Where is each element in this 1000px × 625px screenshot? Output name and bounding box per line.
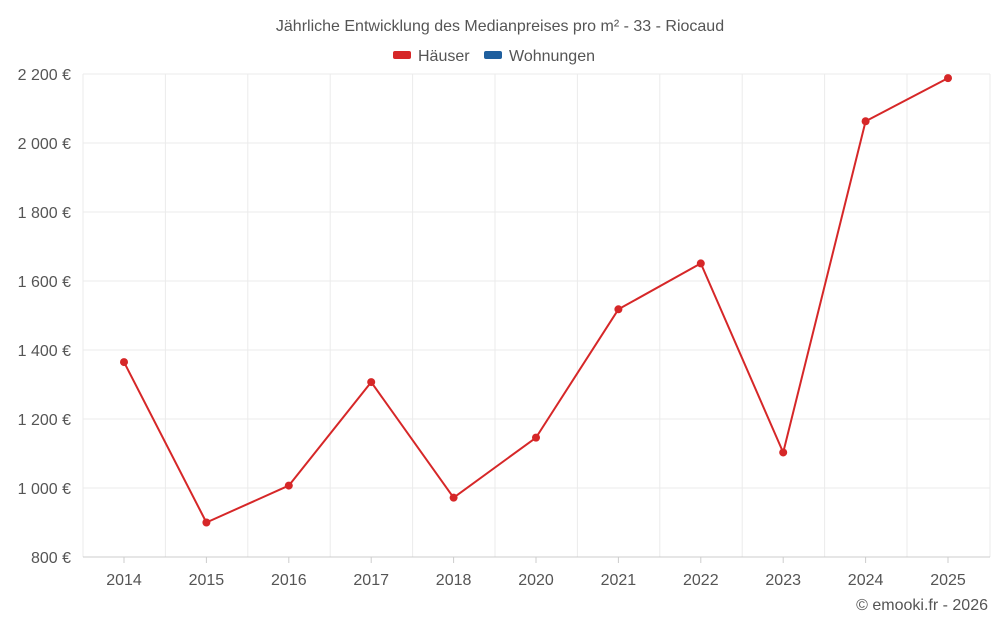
grid	[82, 73, 991, 557]
x-axis: 2014 2015 2016 2017 2018 2020 2021 2022 2023 2024…	[83, 556, 990, 589]
y-tick-label: 1 000 €	[18, 481, 71, 498]
y-axis: 800 € 1 000 € 1 200 € 1 400 € 1 600 € 1 800 €…	[18, 67, 71, 567]
legend: Häuser Wohnungen	[393, 48, 595, 65]
data-point[interactable]	[449, 493, 458, 502]
data-point[interactable]	[202, 518, 211, 527]
data-point[interactable]	[614, 305, 623, 314]
data-point[interactable]	[367, 378, 376, 387]
x-tick-label: 2017	[353, 572, 389, 589]
x-tick-label: 2020	[518, 572, 554, 589]
chart-title: Jährliche Entwicklung des Medianpreises …	[276, 18, 724, 35]
data-point[interactable]	[696, 259, 705, 268]
data-point[interactable]	[284, 481, 293, 490]
x-tick-label: 2024	[848, 572, 884, 589]
y-tick-label: 1 600 €	[18, 274, 71, 291]
legend-label-wohnungen: Wohnungen	[509, 48, 595, 65]
data-point[interactable]	[861, 117, 870, 126]
y-tick-label: 2 000 €	[18, 136, 71, 153]
legend-label-haeuser: Häuser	[418, 48, 470, 65]
x-tick-label: 2023	[765, 572, 801, 589]
data-point[interactable]	[779, 448, 788, 457]
x-tick-label: 2016	[271, 572, 307, 589]
x-tick-label: 2021	[601, 572, 637, 589]
data-point[interactable]	[944, 74, 952, 83]
legend-swatch-wohnungen	[484, 51, 502, 59]
legend-item-wohnungen[interactable]: Wohnungen	[484, 48, 595, 65]
x-tick-label: 2018	[436, 572, 472, 589]
series-layer	[120, 74, 952, 527]
data-point[interactable]	[532, 433, 540, 442]
credit-text: © emooki.fr - 2026	[856, 597, 988, 614]
x-tick-label: 2015	[189, 572, 225, 589]
y-tick-label: 800 €	[31, 550, 71, 567]
y-tick-label: 1 200 €	[18, 412, 71, 429]
x-tick-label: 2022	[683, 572, 719, 589]
y-tick-label: 1 400 €	[18, 343, 71, 360]
data-point[interactable]	[120, 358, 128, 367]
legend-swatch-haeuser	[393, 51, 411, 59]
x-tick-label: 2025	[930, 572, 966, 589]
y-tick-label: 1 800 €	[18, 205, 71, 222]
legend-item-haeuser[interactable]: Häuser	[393, 48, 470, 65]
x-tick-label: 2014	[106, 572, 142, 589]
y-tick-label: 2 200 €	[18, 67, 71, 84]
